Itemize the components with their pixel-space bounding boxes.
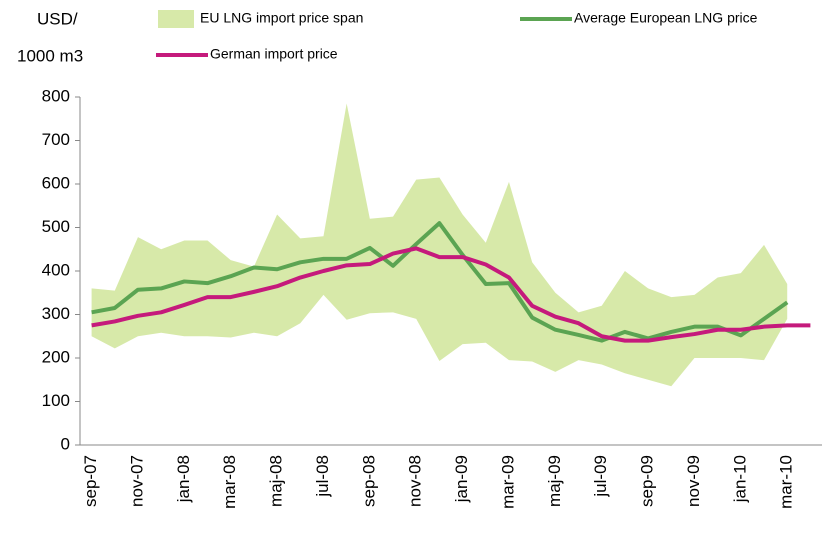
- y-tick-label: 100: [42, 391, 70, 410]
- x-tick-label: sep-08: [359, 455, 378, 507]
- x-tick-label: maj-08: [267, 455, 286, 507]
- legend-label: Average European LNG price: [574, 10, 758, 26]
- x-tick-label: nov-09: [684, 455, 703, 507]
- y-tick-label: 600: [42, 173, 70, 192]
- x-tick-label: maj-09: [545, 455, 564, 507]
- x-tick-label: mar-09: [498, 455, 517, 509]
- x-tick-label: sep-07: [81, 455, 100, 507]
- x-tick-label: sep-09: [638, 455, 657, 507]
- price-span-area: [91, 103, 788, 387]
- y-axis-label: USD/: [37, 9, 78, 28]
- y-tick-label: 200: [42, 347, 70, 366]
- x-tick-label: jul-08: [313, 455, 332, 498]
- x-tick-label: jul-09: [591, 455, 610, 498]
- x-tick-label: mar-08: [220, 455, 239, 509]
- x-tick-label: nov-07: [127, 455, 146, 507]
- x-tick-label: jan-10: [730, 455, 749, 503]
- series-line: [91, 221, 789, 343]
- x-tick-label: nov-08: [406, 455, 425, 507]
- x-tick-label: jan-08: [174, 455, 193, 503]
- y-tick-label: 300: [42, 304, 70, 323]
- legend-label: EU LNG import price span: [200, 10, 363, 26]
- y-tick-label: 0: [61, 434, 70, 453]
- y-tick-label: 700: [42, 130, 70, 149]
- x-tick-label: jan-09: [452, 455, 471, 503]
- y-tick-label: 800: [42, 86, 70, 105]
- x-tick-label: mar-10: [777, 455, 796, 509]
- legend-swatch: [158, 10, 194, 28]
- y-tick-label: 500: [42, 217, 70, 236]
- series-line: [91, 246, 811, 343]
- y-tick-label: 400: [42, 260, 70, 279]
- y-axis-label: 1000 m3: [17, 46, 83, 65]
- legend-label: German import price: [210, 46, 338, 62]
